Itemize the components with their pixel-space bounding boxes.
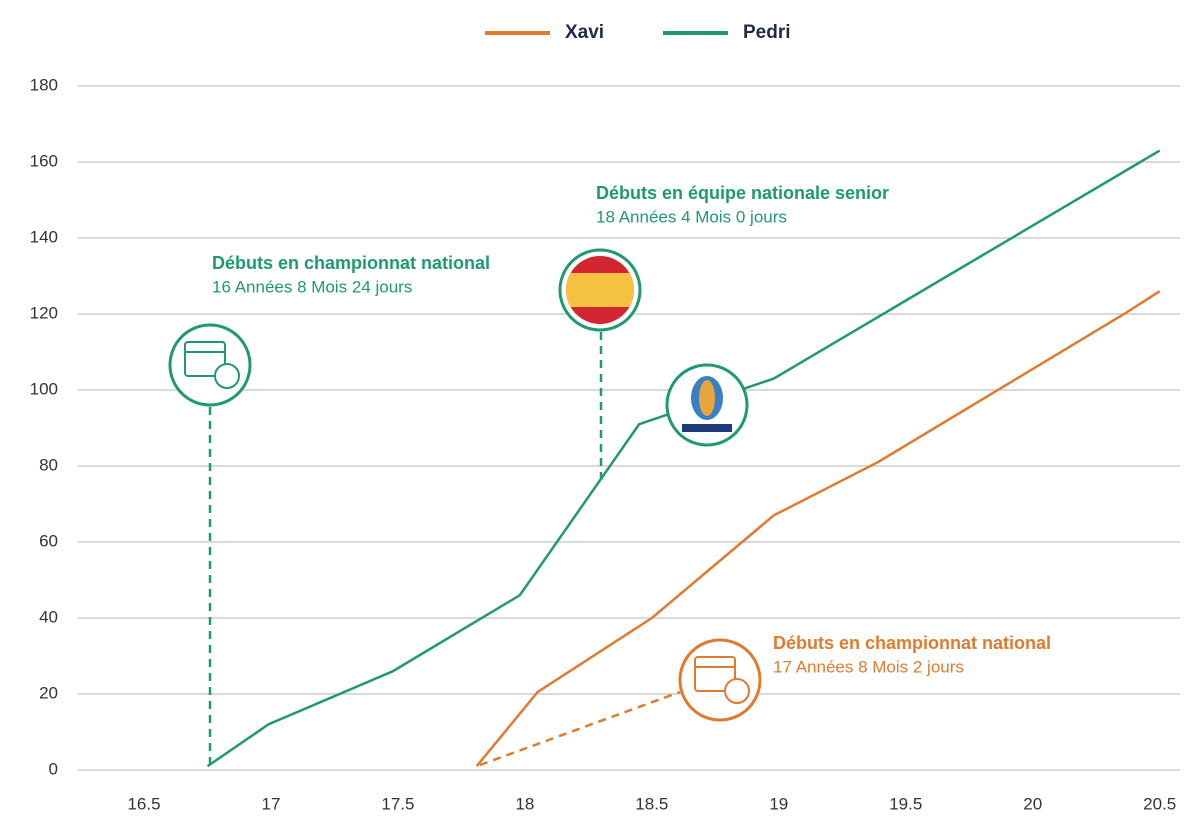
y-tick-label: 140 — [30, 227, 58, 246]
annotation-title: Débuts en équipe nationale senior — [596, 183, 889, 203]
annotation-text: 17 Années 8 Mois 2 jours — [773, 657, 964, 676]
annotation-text: 18 Années 4 Mois 0 jours — [596, 207, 787, 226]
series-line — [206, 149, 1161, 768]
y-tick-label: 160 — [30, 151, 58, 170]
annotation-text: 16 Années 8 Mois 24 jours — [212, 277, 412, 296]
x-tick-label: 19 — [769, 794, 788, 813]
annotation-title: Débuts en championnat national — [773, 633, 1051, 653]
x-tick-label: 20 — [1023, 794, 1042, 813]
y-tick-label: 20 — [39, 683, 58, 702]
y-tick-label: 0 — [49, 759, 58, 778]
calendar-icon — [678, 638, 762, 722]
euro-icon — [665, 363, 749, 447]
calendar-icon — [168, 323, 252, 407]
series-line — [475, 290, 1161, 767]
legend-label: Xavi — [565, 22, 604, 43]
x-tick-label: 17.5 — [381, 794, 414, 813]
spain-flag-icon — [558, 248, 642, 332]
x-tick-label: 18.5 — [635, 794, 668, 813]
x-tick-label: 18 — [515, 794, 534, 813]
x-tick-label: 17 — [262, 794, 281, 813]
x-tick-label: 16.5 — [127, 794, 160, 813]
x-tick-label: 20.5 — [1143, 794, 1176, 813]
y-tick-label: 180 — [30, 75, 58, 94]
y-tick-label: 120 — [30, 303, 58, 322]
y-tick-label: 60 — [39, 531, 58, 550]
grid: 0 20 40 60 80 100 120 140 160 180 16.5 17 17.5 18 18.5… — [30, 75, 1180, 813]
legend: Xavi Pedri — [485, 22, 791, 43]
y-tick-label: 40 — [39, 607, 58, 626]
y-tick-label: 80 — [39, 455, 58, 474]
connector — [479, 690, 681, 767]
annotation-graphics — [168, 248, 762, 767]
y-tick-label: 100 — [30, 379, 58, 398]
legend-label: Pedri — [743, 22, 791, 43]
x-tick-label: 19.5 — [889, 794, 922, 813]
annotation-title: Débuts en championnat national — [212, 253, 490, 273]
lines — [206, 149, 1161, 768]
